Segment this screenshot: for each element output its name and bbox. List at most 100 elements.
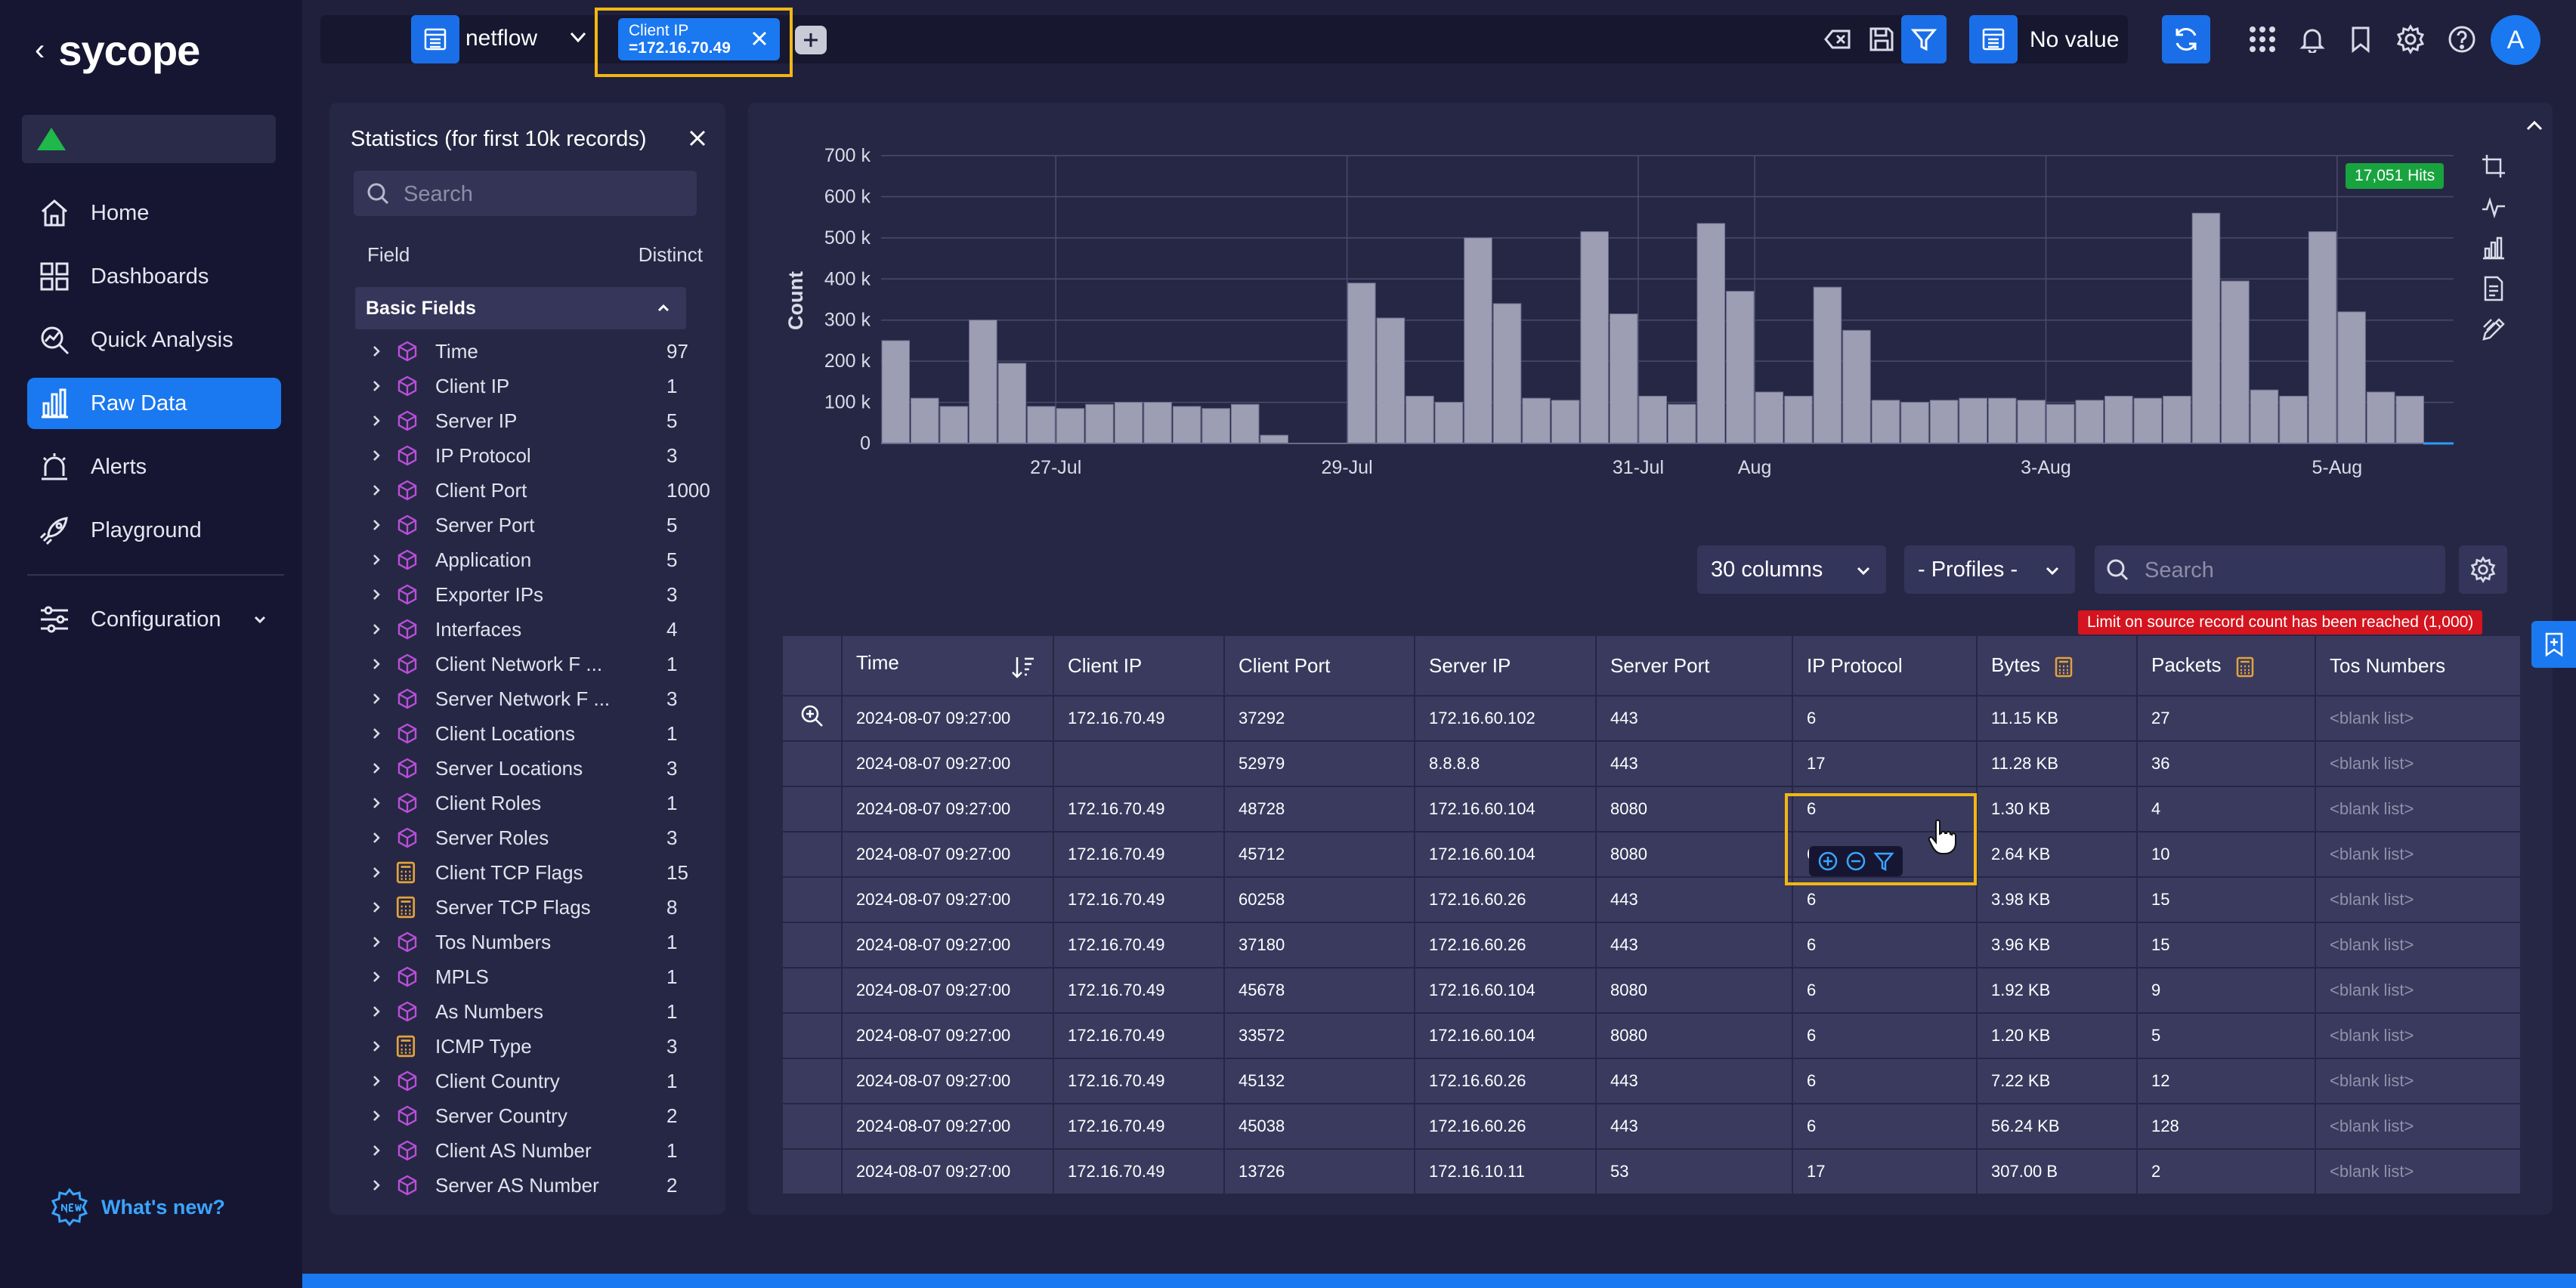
line-chart-button[interactable]	[2479, 192, 2509, 222]
cell-bytes[interactable]: 1.20 KB	[1977, 1012, 2138, 1058]
cell-packets[interactable]: 2	[2137, 1148, 2316, 1194]
column-header-client-port[interactable]: Client Port	[1224, 636, 1415, 696]
cell-packets[interactable]: 12	[2137, 1058, 2316, 1104]
cell-client-ip[interactable]: 172.16.70.49	[1053, 1012, 1225, 1058]
nav-item-alerts[interactable]: Alerts	[27, 441, 281, 493]
field-row[interactable]: ICMP Type 3	[360, 1030, 692, 1063]
table-row[interactable]: 2024-08-07 09:27:00 52979 8.8.8.8 443 17 11.2…	[783, 740, 2522, 786]
expand-chevron-icon[interactable]	[369, 1108, 391, 1123]
cell-client-ip[interactable]: 172.16.70.49	[1053, 786, 1225, 832]
cell-bytes[interactable]: 11.28 KB	[1977, 740, 2138, 786]
cell-packets[interactable]: 5	[2137, 1012, 2316, 1058]
field-row[interactable]: Server Roles 3	[360, 821, 692, 854]
table-row[interactable]: 2024-08-07 09:27:00 172.16.70.49 60258 172.…	[783, 876, 2522, 922]
columns-dropdown[interactable]: 30 columns	[1697, 545, 1886, 594]
chevron-up-icon[interactable]	[654, 299, 673, 317]
cell-time[interactable]: 2024-08-07 09:27:00	[842, 1103, 1054, 1149]
cell-client-ip[interactable]: 172.16.70.49	[1053, 1148, 1225, 1194]
field-row[interactable]: Server TCP Flags 8	[360, 891, 692, 924]
cell-packets[interactable]: 9	[2137, 967, 2316, 1013]
field-row[interactable]: MPLS 1	[360, 960, 692, 993]
expand-chevron-icon[interactable]	[369, 865, 391, 880]
system-status-bar[interactable]	[22, 115, 276, 163]
cell-server-ip[interactable]: 172.16.60.26	[1415, 876, 1597, 922]
cell-packets[interactable]: 4	[2137, 786, 2316, 832]
table-row[interactable]: 2024-08-07 09:27:00 172.16.70.49 45132 172.…	[783, 1058, 2522, 1104]
table-row[interactable]: 2024-08-07 09:27:00 172.16.70.49 37292 172.…	[783, 695, 2522, 741]
cell-server-port[interactable]: 53	[1596, 1148, 1793, 1194]
table-row[interactable]: 2024-08-07 09:27:00 172.16.70.49 33572 172.…	[783, 1012, 2522, 1058]
cell-tos-numbers[interactable]: <blank list>	[2315, 831, 2522, 877]
table-row[interactable]: 2024-08-07 09:27:00 172.16.70.49 45678 172.…	[783, 967, 2522, 1013]
field-row[interactable]: As Numbers 1	[360, 995, 692, 1028]
cell-client-port[interactable]: 37180	[1224, 922, 1415, 968]
cell-bytes[interactable]: 11.15 KB	[1977, 695, 2138, 741]
cell-time[interactable]: 2024-08-07 09:27:00	[842, 695, 1054, 741]
cell-packets[interactable]: 15	[2137, 876, 2316, 922]
profiles-dropdown[interactable]: - Profiles -	[1904, 545, 2075, 594]
field-row[interactable]: Client Port 1000	[360, 474, 710, 507]
cell-server-ip[interactable]: 172.16.60.26	[1415, 922, 1597, 968]
cell-bytes[interactable]: 56.24 KB	[1977, 1103, 2138, 1149]
expand-chevron-icon[interactable]	[369, 587, 391, 602]
calendar-button[interactable]	[1969, 15, 2018, 63]
table-row[interactable]: 2024-08-07 09:27:00 172.16.70.49 45038 172.…	[783, 1103, 2522, 1149]
cell-client-ip[interactable]: 172.16.70.49	[1053, 695, 1225, 741]
row-action-cell[interactable]	[783, 695, 843, 741]
cell-server-port[interactable]: 443	[1596, 1058, 1793, 1104]
cell-client-port[interactable]: 45712	[1224, 831, 1415, 877]
cell-tos-numbers[interactable]: <blank list>	[2315, 967, 2522, 1013]
export-report-button[interactable]	[2479, 273, 2509, 304]
cell-client-port[interactable]: 37292	[1224, 695, 1415, 741]
column-header-bytes[interactable]: Bytes	[1977, 636, 2138, 696]
collapse-chart-button[interactable]	[2522, 113, 2547, 137]
nav-item-dashboards[interactable]: Dashboards	[27, 251, 281, 302]
field-row[interactable]: Client AS Number 1	[360, 1134, 692, 1167]
table-search-input[interactable]	[2143, 545, 2441, 595]
cell-client-port[interactable]: 33572	[1224, 1012, 1415, 1058]
cell-client-port[interactable]: 13726	[1224, 1148, 1415, 1194]
cell-server-port[interactable]: 8080	[1596, 786, 1793, 832]
basic-fields-group[interactable]: Basic Fields	[355, 287, 686, 329]
cell-tos-numbers[interactable]: <blank list>	[2315, 922, 2522, 968]
field-row[interactable]: Client TCP Flags 15	[360, 856, 692, 889]
cell-bytes[interactable]: 3.98 KB	[1977, 876, 2138, 922]
cell-packets[interactable]: 10	[2137, 831, 2316, 877]
table-search[interactable]	[2095, 545, 2445, 595]
settings-button[interactable]	[2394, 23, 2427, 56]
field-row[interactable]: Client Country 1	[360, 1064, 692, 1098]
cell-bytes[interactable]: 1.92 KB	[1977, 967, 2138, 1013]
expand-chevron-icon[interactable]	[369, 344, 391, 359]
table-row[interactable]: 2024-08-07 09:27:00 172.16.70.49 37180 172.…	[783, 922, 2522, 968]
field-row[interactable]: Client Network F ... 1	[360, 647, 692, 681]
cell-time[interactable]: 2024-08-07 09:27:00	[842, 967, 1054, 1013]
whats-new-link[interactable]: What's new?	[50, 1188, 225, 1227]
cell-client-ip[interactable]: 172.16.70.49	[1053, 1103, 1225, 1149]
cell-client-ip[interactable]: 172.16.70.49	[1053, 876, 1225, 922]
filter-icon[interactable]	[1873, 851, 1894, 872]
statistics-search[interactable]	[354, 171, 697, 218]
cell-tos-numbers[interactable]: <blank list>	[2315, 1058, 2522, 1104]
cell-server-ip[interactable]: 172.16.60.26	[1415, 1058, 1597, 1104]
cell-client-ip[interactable]: 172.16.70.49	[1053, 831, 1225, 877]
expand-chevron-icon[interactable]	[369, 1143, 391, 1158]
cell-client-port[interactable]: 45038	[1224, 1103, 1415, 1149]
cell-server-ip[interactable]: 172.16.60.104	[1415, 967, 1597, 1013]
statistics-search-input[interactable]	[402, 171, 692, 218]
time-range-selector[interactable]: No value	[1969, 15, 2128, 63]
cell-bytes[interactable]: 2.64 KB	[1977, 831, 2138, 877]
cell-ip-protocol[interactable]: 6	[1792, 1058, 1978, 1104]
cell-server-ip[interactable]: 172.16.60.102	[1415, 695, 1597, 741]
expand-chevron-icon[interactable]	[369, 448, 391, 463]
column-header-client-ip[interactable]: Client IP	[1053, 636, 1225, 696]
cell-tos-numbers[interactable]: <blank list>	[2315, 1103, 2522, 1149]
expand-chevron-icon[interactable]	[369, 726, 391, 741]
field-row[interactable]: Server AS Number 2	[360, 1169, 692, 1202]
cell-bytes[interactable]: 3.96 KB	[1977, 922, 2138, 968]
cell-client-port[interactable]: 45678	[1224, 967, 1415, 1013]
cell-time[interactable]: 2024-08-07 09:27:00	[842, 876, 1054, 922]
column-header-tos-numbers[interactable]: Tos Numbers	[2315, 636, 2522, 696]
field-row[interactable]: Exporter IPs 3	[360, 578, 692, 611]
expand-chevron-icon[interactable]	[369, 830, 391, 845]
expand-chevron-icon[interactable]	[369, 1039, 391, 1054]
